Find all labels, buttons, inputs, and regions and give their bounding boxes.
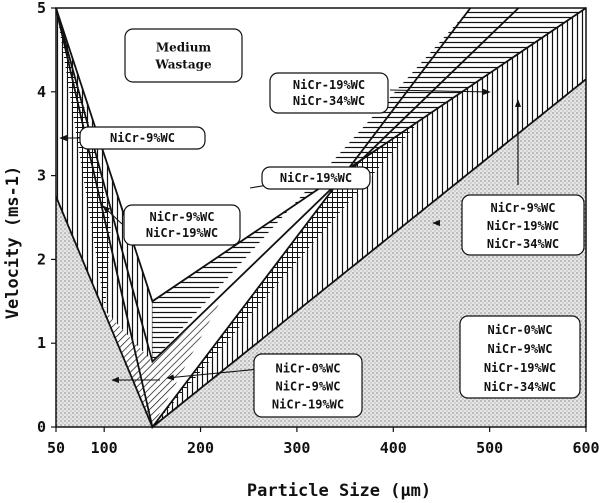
- y-tick-label: 0: [37, 418, 46, 436]
- annotation-box: [461, 194, 585, 256]
- annotation-arrow-0: [389, 88, 491, 95]
- y-tick-label: 3: [37, 167, 46, 185]
- x-tick-label: 400: [380, 439, 407, 457]
- y-tick-label: 4: [37, 83, 46, 101]
- annotation-line: NiCr-19%WC: [484, 361, 556, 375]
- annotation-line: NiCr-19%WC: [272, 398, 344, 412]
- annotation-arrows: [59, 88, 522, 384]
- annotation-right-9-19-34: NiCr-9%WC NiCr-19%WC NiCr-34%WC: [461, 194, 585, 256]
- annotation-line: NiCr-9%WC: [149, 210, 214, 224]
- annotation-box: [269, 72, 389, 114]
- y-tick-label: 5: [37, 0, 46, 17]
- annotation-line: NiCr-19%WC: [146, 226, 218, 240]
- region-crosshatch-left: [56, 8, 111, 310]
- x-tick-label: 200: [187, 439, 214, 457]
- y-axis-label: Velocity (ms-1): [3, 166, 23, 320]
- x-axis-label: Particle Size (μm): [247, 481, 431, 501]
- annotation-line: NiCr-0%WC: [487, 323, 552, 337]
- annotation-line: NiCr-34%WC: [484, 380, 556, 394]
- annotation-box: [124, 28, 243, 83]
- annotation-box: [261, 166, 371, 190]
- annotation-line: Medium: [156, 41, 212, 55]
- region-vertical-right: [152, 8, 586, 427]
- annotation-bottom-0-9-19: NiCr-0%WC NiCr-9%WC NiCr-19%WC: [253, 353, 363, 418]
- region-diagonal-hatch: [104, 298, 222, 427]
- annotation-box: [459, 315, 581, 399]
- boundary-line-0: [55, 7, 587, 303]
- annotation-mid-19: NiCr-19%WC: [261, 166, 371, 190]
- region-stipple: [56, 79, 586, 427]
- annotation-line: NiCr-9%WC: [490, 201, 555, 215]
- annotation-line: NiCr-9%WC: [110, 131, 175, 145]
- annotation-line: NiCr-19%WC: [487, 219, 559, 233]
- annotation-line: NiCr-0%WC: [275, 362, 340, 376]
- x-tick-label: 100: [91, 439, 118, 457]
- annotation-upper-right: NiCr-19%WC NiCr-34%WC: [269, 72, 389, 114]
- x-tick-label: 300: [283, 439, 310, 457]
- plot-frame: [55, 7, 587, 428]
- annotation-line: NiCr-34%WC: [487, 237, 559, 251]
- x-tick-label: 50: [47, 439, 65, 457]
- y-tick-label: 1: [37, 334, 46, 352]
- annotation-line: NiCr-9%WC: [275, 380, 340, 394]
- annotation-bottom-right-all: NiCr-0%WC NiCr-9%WC NiCr-19%WC NiCr-34%WC: [459, 315, 581, 399]
- annotation-line: NiCr-19%WC: [293, 78, 365, 92]
- annotation-left-9: NiCr-9%WC: [79, 126, 206, 150]
- annotation-line: NiCr-34%WC: [293, 94, 365, 108]
- y-tick-label: 2: [37, 250, 46, 268]
- axis-ticks: 50 100 200 300 400 500 600 0 1 2 3 4 5: [37, 0, 600, 457]
- x-tick-label: 600: [572, 439, 599, 457]
- annotation-box: [123, 204, 241, 246]
- annotation-arrow-2: [166, 367, 271, 381]
- annotation-line: NiCr-9%WC: [487, 342, 552, 356]
- annotation-box: [253, 353, 363, 418]
- annotation-arrow-6: [102, 205, 123, 225]
- annotation-left-9-19: NiCr-9%WC NiCr-19%WC: [123, 204, 241, 246]
- x-tick-label: 500: [476, 439, 503, 457]
- boundary-line-1: [55, 7, 520, 364]
- annotation-line: NiCr-19%WC: [280, 171, 352, 185]
- annotation-medium: Medium Wastage: [124, 28, 243, 83]
- annotation-box: [79, 126, 206, 150]
- region-annotations: MediumWastageNiCr-19%WCNiCr-34%WCNiCr-9%…: [79, 28, 585, 418]
- annotation-line: Wastage: [154, 58, 212, 72]
